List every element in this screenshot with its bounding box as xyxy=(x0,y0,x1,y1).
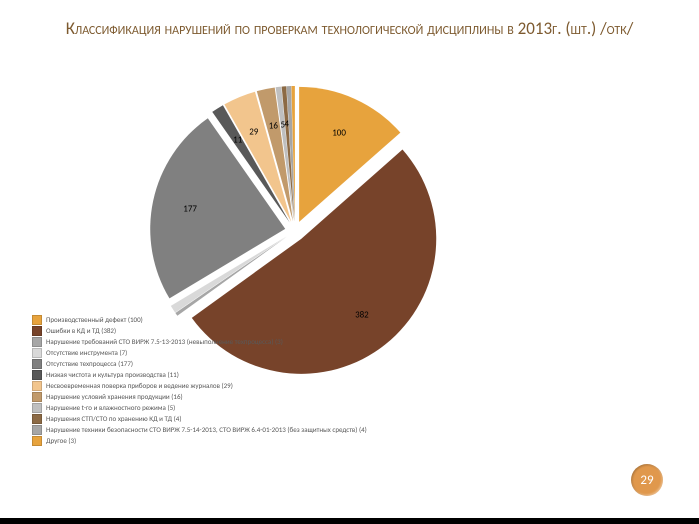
legend-item: Нарушение условий хранения продукции (16… xyxy=(32,392,482,402)
legend-swatch xyxy=(32,392,42,402)
page-number-badge: 29 xyxy=(631,464,663,496)
legend-label: Нарушения СТП/СТО по хранению КД и ТД (4… xyxy=(46,414,181,423)
legend-label: Отсутствие инструмента (7) xyxy=(46,348,127,357)
legend-item: Несвоевременная поверка приборов и веден… xyxy=(32,381,482,391)
page: Классификация нарушений по проверкам тех… xyxy=(0,0,699,518)
page-title: Классификация нарушений по проверкам тех… xyxy=(40,18,659,41)
legend-label: Нарушение условий хранения продукции (16… xyxy=(46,392,183,401)
legend-item: Нарушение t-го и влажностного режима (5) xyxy=(32,403,482,413)
legend-label: Ошибки в КД и ТД (382) xyxy=(46,326,116,335)
legend-label: Низкая чистота и культура производства (… xyxy=(46,370,179,379)
legend-item: Отсутствие инструмента (7) xyxy=(32,348,482,358)
legend-swatch xyxy=(32,436,42,446)
legend-label: Нарушение t-го и влажностного режима (5) xyxy=(46,403,175,412)
legend-swatch xyxy=(32,348,42,358)
legend-item: Производственный дефект (100) xyxy=(32,315,482,325)
legend-label: Нарушение требований СТО ВИРЖ 7.5-13-201… xyxy=(46,337,283,346)
legend-swatch xyxy=(32,359,42,369)
legend-swatch xyxy=(32,425,42,435)
legend-swatch xyxy=(32,326,42,336)
legend-item: Низкая чистота и культура производства (… xyxy=(32,370,482,380)
legend-swatch xyxy=(32,370,42,380)
page-number: 29 xyxy=(640,473,653,488)
legend: Производственный дефект (100) Ошибки в КД… xyxy=(32,315,482,447)
legend-label: Несвоевременная поверка приборов и веден… xyxy=(46,381,233,390)
legend-swatch xyxy=(32,403,42,413)
legend-item: Нарушения СТП/СТО по хранению КД и ТД (4… xyxy=(32,414,482,424)
legend-swatch xyxy=(32,337,42,347)
legend-item: Отсутствие техпроцесса (177) xyxy=(32,359,482,369)
legend-item: Другое (3) xyxy=(32,436,482,446)
legend-label: Производственный дефект (100) xyxy=(46,315,143,324)
legend-label: Нарушение техники безопасности СТО ВИРЖ … xyxy=(46,425,367,434)
legend-swatch xyxy=(32,414,42,424)
legend-item: Ошибки в КД и ТД (382) xyxy=(32,326,482,336)
legend-swatch xyxy=(32,381,42,391)
legend-item: Нарушение требований СТО ВИРЖ 7.5-13-201… xyxy=(32,337,482,347)
legend-label: Другое (3) xyxy=(46,436,76,445)
legend-label: Отсутствие техпроцесса (177) xyxy=(46,359,133,368)
legend-swatch xyxy=(32,315,42,325)
legend-item: Нарушение техники безопасности СТО ВИРЖ … xyxy=(32,425,482,435)
